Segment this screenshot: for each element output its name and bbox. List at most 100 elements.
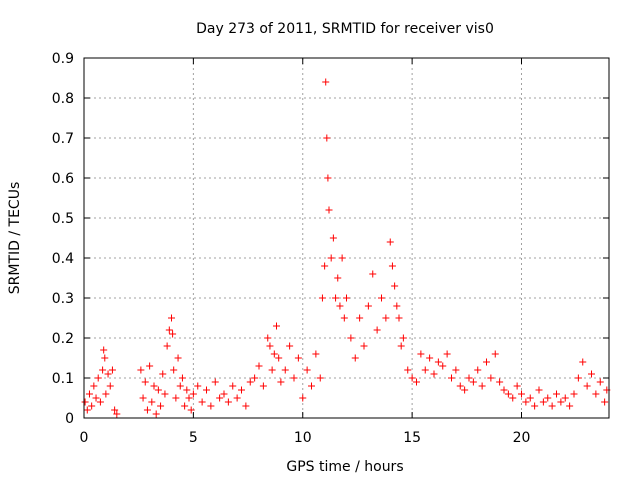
- data-point: [187, 406, 195, 414]
- data-point: [174, 354, 182, 362]
- data-point: [491, 350, 499, 358]
- data-point: [469, 378, 477, 386]
- data-point: [255, 362, 263, 370]
- data-point: [548, 402, 556, 410]
- y-tick-label: 0.7: [52, 131, 74, 147]
- data-point: [327, 254, 335, 262]
- data-point: [448, 374, 455, 382]
- data-point: [198, 398, 206, 406]
- data-point: [194, 382, 202, 390]
- data-point: [264, 334, 272, 342]
- data-point: [397, 342, 405, 350]
- data-point: [378, 294, 385, 302]
- y-tick-label: 0.6: [52, 171, 74, 187]
- data-point: [509, 394, 517, 402]
- data-point: [583, 382, 591, 390]
- data-point: [81, 398, 89, 406]
- data-point: [150, 382, 158, 390]
- data-point: [351, 354, 359, 362]
- data-point: [561, 394, 569, 402]
- y-tick-label: 0.5: [52, 211, 74, 227]
- data-point: [146, 362, 154, 370]
- data-point: [251, 374, 259, 382]
- data-point: [294, 354, 302, 362]
- data-point: [323, 134, 331, 142]
- data-point: [592, 390, 600, 398]
- data-point: [141, 378, 149, 386]
- data-point: [259, 382, 267, 390]
- data-point: [100, 346, 108, 354]
- data-point: [439, 362, 447, 370]
- data-point: [504, 390, 512, 398]
- data-point: [421, 366, 429, 374]
- data-point: [172, 394, 180, 402]
- data-point: [270, 350, 278, 358]
- data-point: [286, 342, 294, 350]
- chart-title: Day 273 of 2011, SRMTID for receiver vis…: [196, 21, 494, 37]
- data-point: [154, 386, 162, 394]
- data-point: [413, 378, 420, 386]
- data-point: [373, 326, 381, 334]
- data-point: [157, 402, 165, 410]
- data-point: [356, 314, 364, 322]
- data-point: [393, 302, 401, 310]
- data-point: [233, 394, 241, 402]
- data-point: [404, 366, 412, 374]
- data-point: [364, 302, 372, 310]
- data-point: [318, 294, 326, 302]
- data-point: [189, 390, 197, 398]
- data-point: [137, 366, 145, 374]
- data-point: [478, 382, 486, 390]
- data-point: [102, 390, 110, 398]
- data-point: [338, 254, 346, 262]
- data-point: [579, 358, 587, 366]
- data-point: [426, 354, 434, 362]
- y-tick-label: 0.1: [52, 371, 74, 387]
- data-point: [216, 394, 224, 402]
- data-point: [522, 398, 530, 406]
- data-point: [238, 386, 245, 394]
- data-point: [369, 270, 377, 278]
- data-point: [399, 334, 407, 342]
- data-point: [94, 374, 102, 382]
- x-tick-label: 20: [513, 430, 531, 446]
- data-point: [277, 378, 285, 386]
- data-point: [183, 386, 191, 394]
- data-point: [343, 294, 350, 302]
- data-point: [113, 410, 121, 418]
- data-point: [601, 398, 609, 406]
- data-point: [539, 398, 547, 406]
- y-tick-label: 0.2: [52, 331, 74, 347]
- data-point: [544, 394, 552, 402]
- data-point: [203, 386, 210, 394]
- x-axis-label: GPS time / hours: [286, 459, 403, 475]
- data-point: [308, 382, 315, 390]
- data-point: [334, 274, 342, 282]
- data-point: [340, 314, 348, 322]
- y-tick-label: 0: [65, 411, 74, 427]
- data-point: [178, 374, 186, 382]
- data-point: [163, 342, 171, 350]
- data-point: [487, 374, 495, 382]
- y-tick-label: 0.9: [52, 51, 74, 67]
- data-point: [207, 402, 215, 410]
- data-point: [325, 206, 333, 214]
- data-point: [139, 394, 147, 402]
- data-point: [224, 398, 232, 406]
- data-point: [574, 374, 582, 382]
- x-tick-label: 10: [294, 430, 312, 446]
- data-point: [143, 406, 151, 414]
- data-point: [386, 238, 394, 246]
- data-point: [303, 366, 311, 374]
- data-point: [185, 394, 193, 402]
- data-point: [148, 398, 156, 406]
- data-point: [275, 354, 283, 362]
- data-point: [588, 370, 595, 378]
- data-point: [456, 382, 464, 390]
- data-point: [408, 374, 416, 382]
- data-point: [104, 370, 112, 378]
- data-point: [106, 382, 114, 390]
- data-point: [242, 402, 250, 410]
- data-point: [290, 374, 298, 382]
- data-point: [211, 378, 219, 386]
